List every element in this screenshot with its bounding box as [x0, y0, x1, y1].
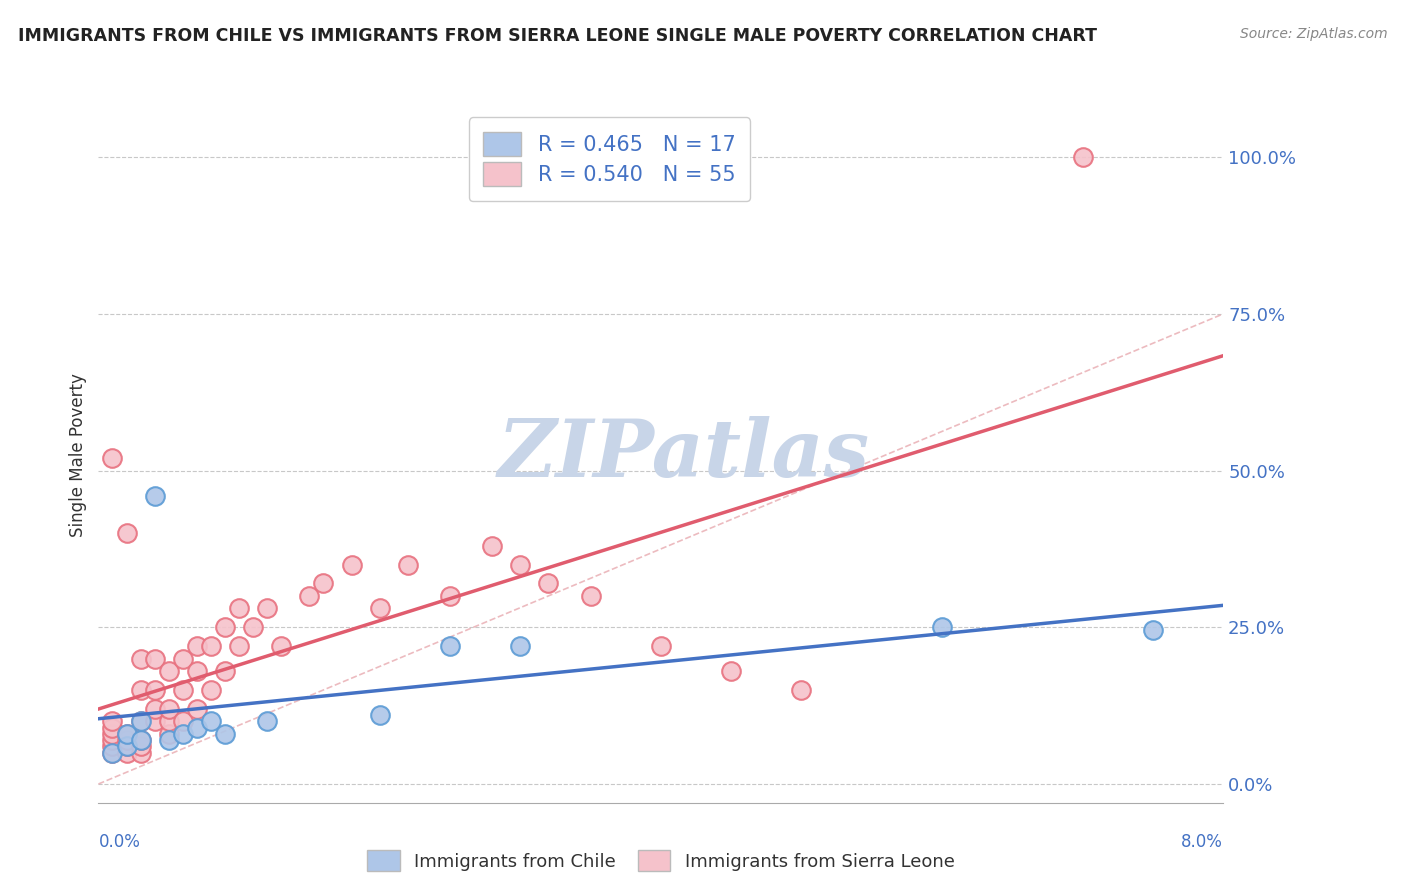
Point: [172, 683, 194, 698]
Point: [143, 489, 166, 503]
Point: [256, 714, 278, 729]
Point: [298, 589, 321, 603]
Point: [368, 601, 391, 615]
Point: [101, 714, 124, 729]
Point: [172, 651, 194, 665]
Point: [143, 702, 166, 716]
Point: [115, 727, 138, 741]
Point: [200, 683, 222, 698]
Point: [186, 664, 208, 678]
Point: [312, 576, 335, 591]
Point: [186, 639, 208, 653]
Point: [439, 639, 461, 653]
Point: [129, 739, 152, 754]
Point: [509, 639, 531, 653]
Point: [115, 526, 138, 541]
Point: [157, 714, 180, 729]
Point: [396, 558, 419, 572]
Point: [214, 664, 236, 678]
Point: [368, 708, 391, 723]
Point: [157, 733, 180, 747]
Point: [172, 714, 194, 729]
Legend: R = 0.465   N = 17, R = 0.540   N = 55: R = 0.465 N = 17, R = 0.540 N = 55: [468, 118, 749, 201]
Point: [157, 702, 180, 716]
Text: 8.0%: 8.0%: [1181, 833, 1223, 851]
Point: [509, 558, 531, 572]
Point: [256, 601, 278, 615]
Point: [481, 539, 503, 553]
Point: [129, 714, 152, 729]
Point: [129, 651, 152, 665]
Point: [101, 746, 124, 760]
Y-axis label: Single Male Poverty: Single Male Poverty: [69, 373, 87, 537]
Point: [143, 714, 166, 729]
Point: [228, 639, 250, 653]
Point: [1142, 624, 1164, 638]
Point: [101, 746, 124, 760]
Point: [101, 727, 124, 741]
Point: [186, 721, 208, 735]
Point: [270, 639, 292, 653]
Point: [157, 664, 180, 678]
Point: [242, 620, 264, 634]
Text: 0.0%: 0.0%: [98, 833, 141, 851]
Point: [143, 651, 166, 665]
Point: [115, 727, 138, 741]
Point: [340, 558, 363, 572]
Point: [115, 739, 138, 754]
Legend: Immigrants from Chile, Immigrants from Sierra Leone: Immigrants from Chile, Immigrants from S…: [360, 843, 962, 879]
Point: [537, 576, 560, 591]
Point: [101, 733, 124, 747]
Point: [214, 620, 236, 634]
Point: [129, 746, 152, 760]
Text: ZIPatlas: ZIPatlas: [498, 417, 869, 493]
Point: [720, 664, 742, 678]
Point: [101, 739, 124, 754]
Point: [129, 733, 152, 747]
Text: IMMIGRANTS FROM CHILE VS IMMIGRANTS FROM SIERRA LEONE SINGLE MALE POVERTY CORREL: IMMIGRANTS FROM CHILE VS IMMIGRANTS FROM…: [18, 27, 1097, 45]
Point: [172, 727, 194, 741]
Point: [200, 714, 222, 729]
Point: [200, 639, 222, 653]
Point: [186, 702, 208, 716]
Point: [101, 721, 124, 735]
Point: [115, 733, 138, 747]
Point: [129, 714, 152, 729]
Point: [115, 746, 138, 760]
Point: [143, 683, 166, 698]
Point: [214, 727, 236, 741]
Text: Source: ZipAtlas.com: Source: ZipAtlas.com: [1240, 27, 1388, 41]
Point: [129, 683, 152, 698]
Point: [579, 589, 602, 603]
Point: [931, 620, 953, 634]
Point: [101, 451, 124, 466]
Point: [228, 601, 250, 615]
Point: [1071, 150, 1094, 164]
Point: [129, 733, 152, 747]
Point: [650, 639, 672, 653]
Point: [790, 683, 813, 698]
Point: [157, 727, 180, 741]
Point: [115, 739, 138, 754]
Point: [439, 589, 461, 603]
